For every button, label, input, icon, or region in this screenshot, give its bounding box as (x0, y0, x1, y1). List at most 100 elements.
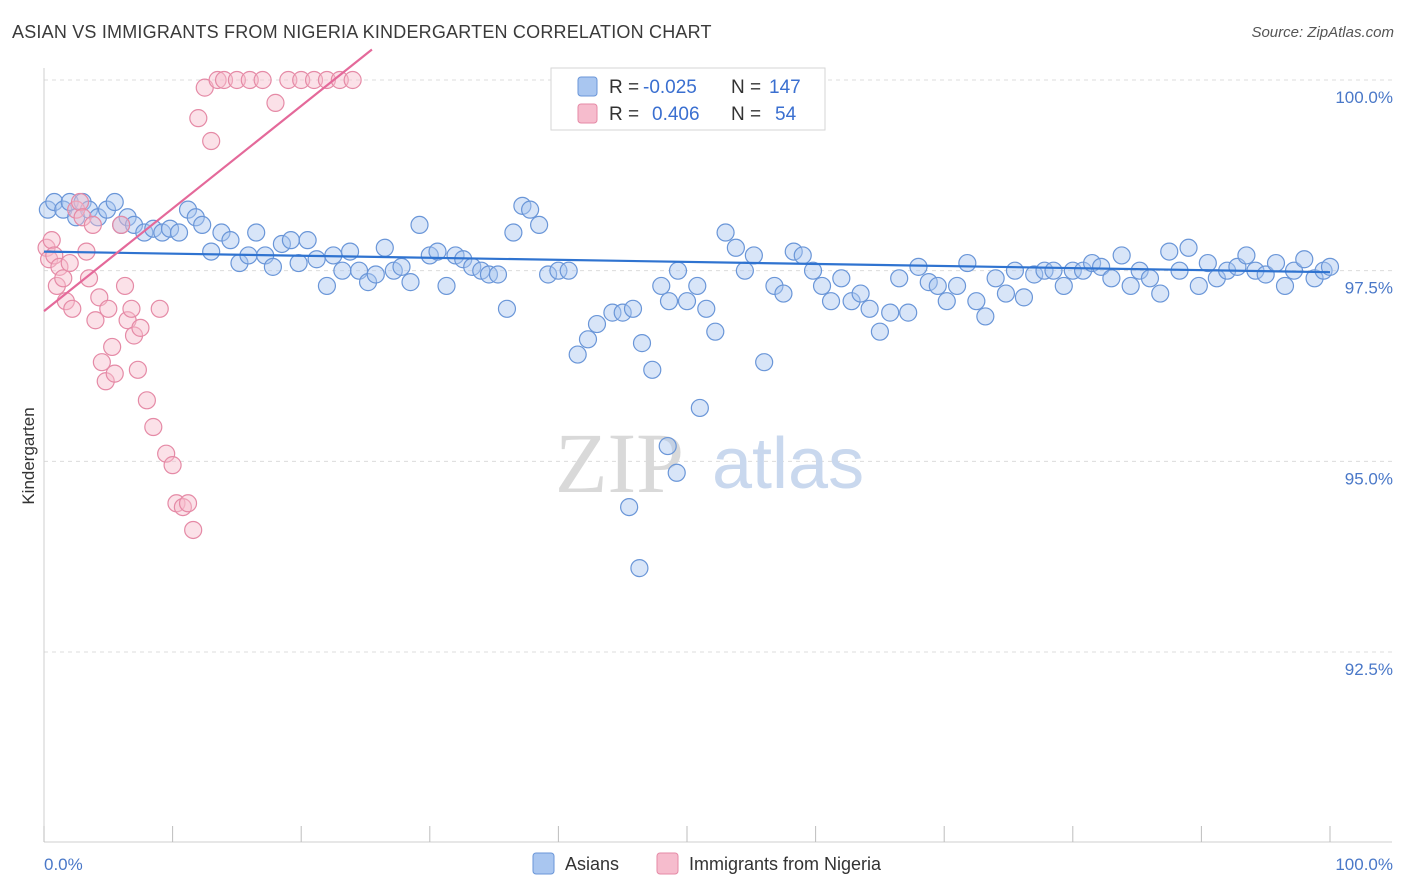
asian-point (623, 299, 643, 318)
asian-point (996, 284, 1016, 303)
asian-point (559, 261, 578, 280)
x-tick-label-min: 0.0% (44, 855, 83, 874)
asian-point (539, 265, 558, 284)
nigeria-point (214, 70, 234, 90)
nigeria-point (112, 215, 131, 235)
asian-point (221, 231, 240, 250)
nigeria-point (124, 326, 144, 345)
asian-point (549, 261, 568, 280)
asian-point (521, 200, 540, 219)
nigeria-point (63, 299, 82, 318)
asian-point (1189, 276, 1208, 296)
asian-point (928, 276, 947, 296)
asian-point (860, 299, 879, 318)
asian-point (668, 261, 688, 280)
asian-point (716, 223, 735, 242)
asian-point (410, 215, 429, 235)
nigeria-point (178, 494, 198, 513)
x-tick-label-max: 100.0% (1335, 855, 1393, 874)
nigeria-point (157, 444, 176, 463)
asian-point (659, 292, 679, 311)
nigeria-point (60, 253, 79, 273)
asian-point (667, 463, 686, 482)
asian-point (1140, 269, 1160, 288)
bottom-legend-label-asians: Asians (565, 854, 619, 874)
legend-r-value-nigeria: 0.406 (652, 104, 700, 125)
legend-r-label-nigeria: R = (609, 104, 639, 125)
asian-point (333, 261, 352, 280)
nigeria-point (83, 215, 102, 235)
y-axis-label: Kindergarten (19, 407, 38, 504)
asian-point (803, 261, 823, 280)
nigeria-point (79, 269, 99, 288)
nigeria-point (122, 299, 141, 318)
nigeria-point (227, 70, 246, 90)
asian-point (375, 238, 394, 257)
asians-points (38, 192, 1340, 578)
asian-point (986, 269, 1005, 288)
asian-point (937, 292, 956, 311)
trend-lines (43, 48, 1331, 312)
asian-point (289, 253, 308, 273)
watermark: ZIP atlas (555, 415, 864, 511)
asian-point (1295, 250, 1314, 269)
gridlines (44, 79, 1392, 653)
nigeria-point (103, 337, 122, 357)
asian-point (630, 559, 649, 578)
asian-point (263, 257, 283, 276)
asian-point (298, 231, 317, 250)
asian-point (1044, 261, 1063, 280)
nigeria-point (54, 269, 73, 288)
nigeria-point (42, 231, 61, 250)
asian-point (437, 276, 456, 296)
nigeria-point (128, 360, 147, 379)
asian-point (124, 215, 144, 235)
asian-point (202, 242, 221, 261)
asian-point (677, 292, 697, 311)
asian-point (1237, 246, 1256, 265)
asian-point (118, 208, 137, 227)
asian-point (821, 292, 841, 311)
asian-point (851, 284, 870, 303)
correlation-legend: R = -0.025 N = 147 R = 0.406 N = 54 (550, 67, 826, 131)
nigeria-point (266, 93, 285, 112)
asian-point (358, 273, 378, 292)
asian-point (958, 253, 977, 273)
asian-point (160, 219, 180, 238)
asian-point (1275, 276, 1295, 296)
asian-point (870, 322, 890, 341)
asian-point (1005, 261, 1025, 280)
nigeria-point (50, 257, 69, 276)
nigeria-point (279, 70, 298, 90)
legend-r-label-asians: R = (609, 77, 639, 98)
nigeria-point (330, 70, 349, 90)
asian-point (726, 238, 745, 257)
nigeria-point (184, 520, 203, 540)
asian-point (890, 269, 909, 288)
y-tick-labels: 100.0% 97.5% 95.0% 92.5% (1335, 88, 1393, 679)
nigeria-point (70, 192, 90, 212)
asian-point (812, 276, 832, 296)
nigeria-point (189, 109, 208, 128)
asian-point (169, 223, 189, 242)
nigeria-point (115, 276, 135, 296)
asian-point (578, 330, 598, 349)
asian-point (428, 242, 447, 261)
nigeria-point (240, 70, 259, 90)
asian-point (401, 273, 420, 292)
legend-n-value-nigeria: 54 (775, 104, 797, 125)
nigeria-point (150, 299, 169, 318)
asian-point (690, 398, 709, 418)
asian-point (186, 208, 205, 227)
nigeria-points (37, 70, 362, 540)
asian-point (1179, 238, 1198, 257)
nigeria-point (304, 70, 324, 90)
y-tick-label: 100.0% (1335, 88, 1393, 107)
series-legend: Asians Immigrants from Nigeria (532, 852, 882, 875)
legend-swatch-nigeria (577, 103, 598, 124)
asian-point (1054, 276, 1073, 296)
nigeria-point (92, 353, 111, 372)
asian-point (247, 223, 266, 242)
asian-point (919, 273, 938, 292)
